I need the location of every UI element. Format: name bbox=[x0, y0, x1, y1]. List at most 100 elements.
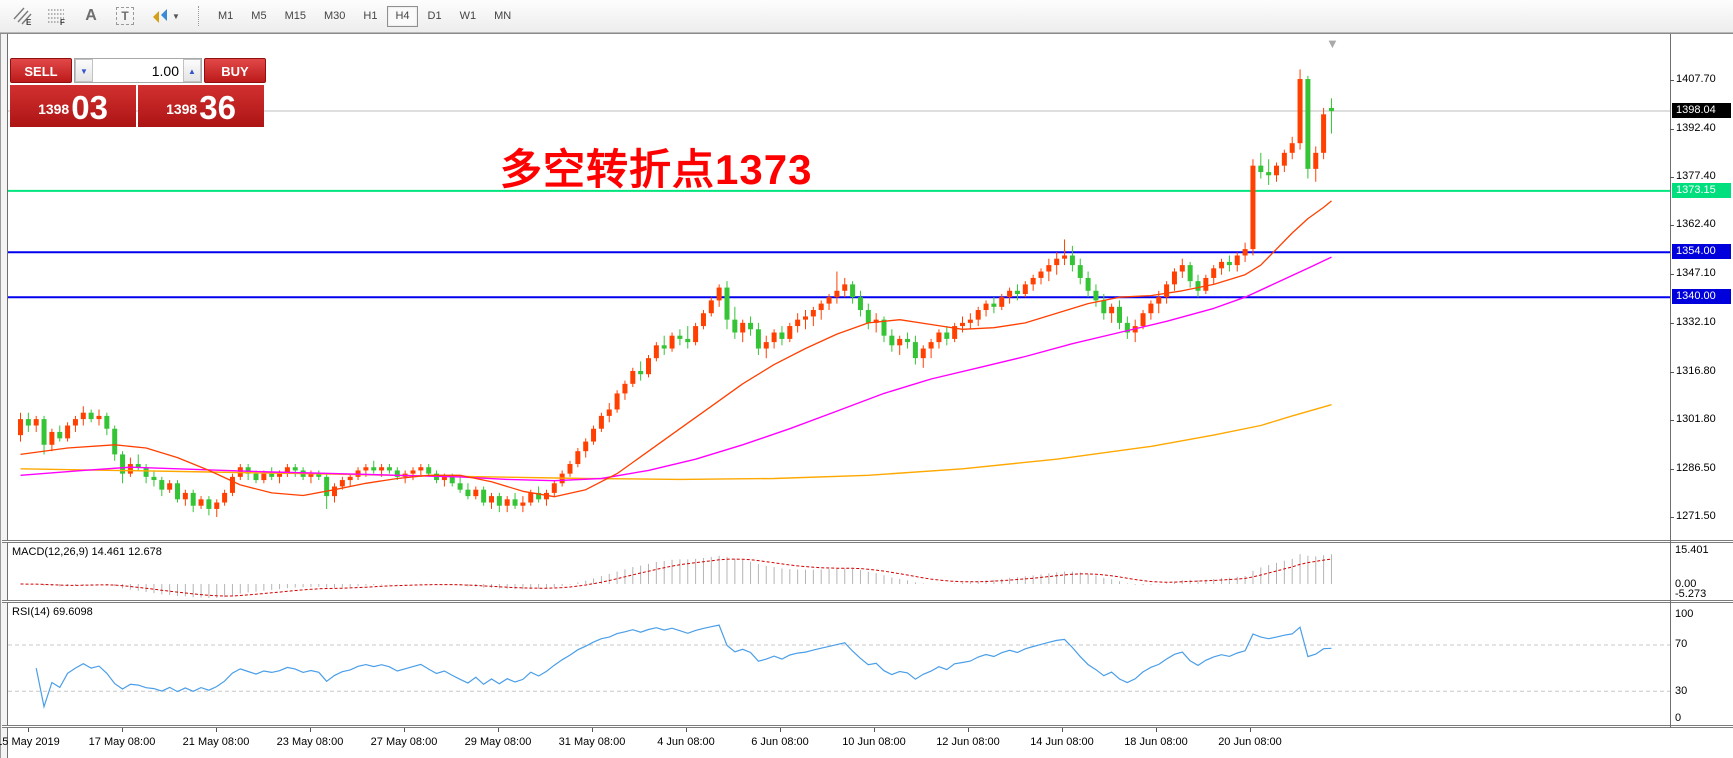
time-axis-label: 12 Jun 08:00 bbox=[936, 736, 1000, 748]
price-badge: 1340.00 bbox=[1672, 289, 1731, 305]
macd-canvas[interactable] bbox=[8, 543, 1670, 600]
time-axis-label: 27 May 08:00 bbox=[370, 736, 438, 748]
volume-decrease-button[interactable]: ▼ bbox=[75, 59, 93, 82]
time-axis-label: 23 May 08:00 bbox=[276, 736, 344, 748]
rsi-axis-label: 100 bbox=[1675, 608, 1694, 620]
price-badge: 1354.00 bbox=[1672, 244, 1731, 260]
sell-price-big: 03 bbox=[71, 89, 108, 126]
buy-price-tile[interactable]: 1398 36 bbox=[138, 85, 264, 127]
ma-mid-line bbox=[20, 256, 1332, 482]
buy-price-small: 1398 bbox=[166, 101, 198, 117]
time-axis-tick bbox=[122, 728, 123, 732]
price-axis-tick bbox=[1670, 322, 1674, 324]
time-axis-tick bbox=[28, 728, 29, 732]
chevron-down-icon: ▼ bbox=[172, 11, 180, 21]
time-axis-label: 4 Jun 08:00 bbox=[657, 736, 715, 748]
macd-axis-label: -5.273 bbox=[1675, 588, 1707, 600]
time-axis-tick bbox=[874, 728, 875, 732]
sell-button[interactable]: SELL bbox=[10, 58, 72, 83]
arrows-tool-button[interactable]: ▼ bbox=[146, 4, 184, 28]
time-axis-tick bbox=[592, 728, 593, 732]
time-axis-tick bbox=[404, 728, 405, 732]
timeframe-D1[interactable]: D1 bbox=[427, 9, 442, 22]
time-axis-tick bbox=[968, 728, 969, 732]
chart-window-left-edge bbox=[0, 34, 8, 758]
time-axis-label: 20 Jun 08:00 bbox=[1218, 736, 1282, 748]
price-axis-tick bbox=[1670, 225, 1674, 227]
timeframe-H4[interactable]: H4 bbox=[387, 5, 418, 27]
ma-fast-line bbox=[20, 200, 1332, 498]
price-axis-label: 1347.10 bbox=[1676, 267, 1716, 280]
rsi-axis-label: 0 bbox=[1675, 712, 1682, 724]
price-axis-label: 1301.80 bbox=[1676, 412, 1716, 425]
price-axis-tick bbox=[1670, 371, 1674, 373]
price-axis-label: 1286.50 bbox=[1676, 461, 1716, 474]
pane-separator bbox=[2, 725, 1733, 728]
elliott-tools-button[interactable]: E bbox=[10, 4, 36, 28]
rsi-axis-label: 70 bbox=[1675, 638, 1688, 650]
timeframe-M30[interactable]: M30 bbox=[323, 9, 346, 22]
macd-histogram bbox=[27, 554, 1332, 598]
price-axis-border bbox=[1670, 34, 1671, 728]
candlesticks bbox=[18, 69, 1334, 517]
time-axis-tick bbox=[1156, 728, 1157, 732]
price-badge: 1373.15 bbox=[1672, 182, 1731, 198]
price-axis-tick bbox=[1670, 468, 1674, 470]
buy-button[interactable]: BUY bbox=[204, 58, 266, 83]
timeframe-group: M1 M5 M15 M30 H1 H4 D1 W1 MN bbox=[210, 5, 521, 27]
sell-price-tile[interactable]: 1398 03 bbox=[10, 85, 136, 127]
volume-control: ▼ ▲ bbox=[74, 58, 202, 83]
volume-increase-button[interactable]: ▲ bbox=[183, 59, 201, 82]
price-axis-label: 1377.40 bbox=[1676, 170, 1716, 183]
timeframe-M15[interactable]: M15 bbox=[284, 9, 306, 22]
timeframe-H1[interactable]: H1 bbox=[363, 9, 378, 22]
pane-separator[interactable] bbox=[2, 600, 1733, 603]
elliott-tools-icon: E bbox=[13, 7, 32, 26]
fibonacci-tools-button[interactable]: F bbox=[44, 4, 70, 28]
time-axis-label: 10 Jun 08:00 bbox=[842, 736, 906, 748]
chart-shift-marker-icon[interactable]: ▼ bbox=[1326, 36, 1339, 51]
rsi-canvas[interactable] bbox=[8, 603, 1670, 725]
price-axis-label: 1271.50 bbox=[1676, 509, 1716, 522]
text-label-button[interactable]: A bbox=[78, 4, 104, 28]
time-axis-tick bbox=[1250, 728, 1251, 732]
macd-label: MACD(12,26,9) 14.461 12.678 bbox=[12, 546, 162, 558]
rsi-axis-label: 30 bbox=[1675, 685, 1688, 697]
main-chart-canvas[interactable] bbox=[8, 35, 1670, 540]
time-axis-tick bbox=[1062, 728, 1063, 732]
macd-axis-label: 0.00 bbox=[1675, 578, 1697, 590]
price-axis-tick bbox=[1670, 274, 1674, 276]
fibonacci-tools-icon: F bbox=[48, 9, 65, 26]
price-axis-label: 1362.40 bbox=[1676, 218, 1716, 231]
price-axis-label: 1316.80 bbox=[1676, 364, 1716, 377]
price-axis-tick bbox=[1670, 516, 1674, 518]
time-axis-label: 6 Jun 08:00 bbox=[751, 736, 809, 748]
ma-slow-line bbox=[20, 404, 1332, 481]
price-axis-label: 1407.70 bbox=[1676, 73, 1716, 85]
timeframe-M5[interactable]: M5 bbox=[251, 9, 267, 22]
time-axis-tick bbox=[780, 728, 781, 732]
time-axis-label: 31 May 08:00 bbox=[558, 736, 626, 748]
text-box-button[interactable]: T bbox=[112, 4, 138, 28]
timeframe-M1[interactable]: M1 bbox=[218, 9, 234, 22]
price-axis-label: 1332.10 bbox=[1676, 315, 1716, 328]
time-axis-label: 15 May 2019 bbox=[0, 736, 60, 748]
time-axis-tick bbox=[216, 728, 217, 732]
text-label-icon: A bbox=[85, 7, 97, 24]
timeframe-MN[interactable]: MN bbox=[494, 9, 512, 22]
svg-text:F: F bbox=[60, 18, 65, 26]
time-axis-label: 14 Jun 08:00 bbox=[1030, 736, 1094, 748]
price-axis-tick bbox=[1670, 177, 1674, 179]
time-axis-label: 18 Jun 08:00 bbox=[1124, 736, 1188, 748]
pane-separator[interactable] bbox=[2, 540, 1733, 543]
volume-input[interactable] bbox=[93, 59, 183, 82]
buy-price-big: 36 bbox=[199, 89, 236, 126]
rsi-label: RSI(14) 69.6098 bbox=[12, 606, 93, 618]
toolbar-separator bbox=[198, 6, 200, 26]
price-axis-label: 1392.40 bbox=[1676, 122, 1716, 135]
time-axis-label: 29 May 08:00 bbox=[464, 736, 532, 748]
sell-price-small: 1398 bbox=[38, 101, 70, 117]
timeframe-W1[interactable]: W1 bbox=[459, 9, 477, 22]
time-axis-tick bbox=[498, 728, 499, 732]
time-axis-label: 21 May 08:00 bbox=[182, 736, 250, 748]
